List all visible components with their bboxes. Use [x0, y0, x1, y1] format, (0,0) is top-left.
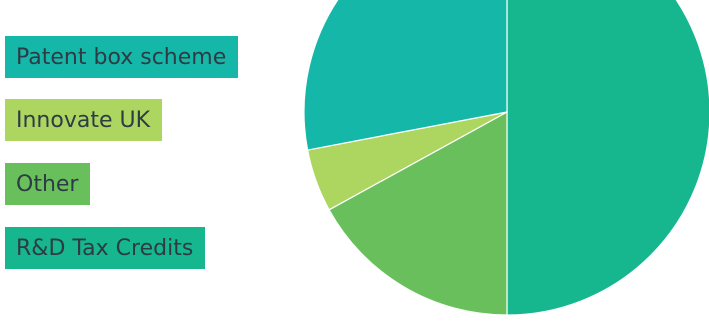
- legend-item-rd-tax-credits: R&D Tax Credits: [5, 227, 206, 269]
- legend-item-patent-box-scheme: Patent box scheme: [5, 36, 239, 78]
- pie-slice-other: [328, 110, 508, 316]
- legend-item-innovate-uk: Innovate UK: [5, 99, 163, 141]
- pie-slice-rd-tax-credits: [506, 0, 709, 316]
- pie-slice-patent-box-scheme: [303, 0, 508, 151]
- legend-item-other: Other: [5, 163, 91, 205]
